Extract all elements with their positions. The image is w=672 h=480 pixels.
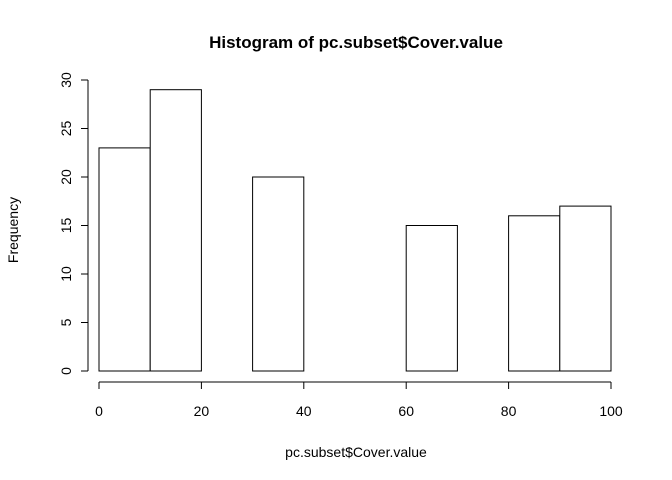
histogram-bar-8 <box>509 216 560 371</box>
histogram-bar-3 <box>253 177 304 371</box>
x-axis: 0 20 40 60 80 100 <box>95 382 623 419</box>
y-tick-label-2: 10 <box>58 266 74 282</box>
bars-group <box>99 90 611 371</box>
x-axis-label: pc.subset$Cover.value <box>285 444 427 460</box>
y-tick-label-3: 15 <box>58 218 74 234</box>
chart-title: Histogram of pc.subset$Cover.value <box>209 33 503 52</box>
histogram-bar-1 <box>150 90 201 371</box>
y-tick-label-4: 20 <box>58 169 74 185</box>
histogram-bar-6 <box>406 226 457 372</box>
x-tick-label-2: 40 <box>296 403 312 419</box>
y-tick-label-6: 30 <box>58 72 74 88</box>
y-tick-label-5: 25 <box>58 121 74 137</box>
x-tick-label-3: 60 <box>398 403 414 419</box>
x-tick-label-0: 0 <box>95 403 103 419</box>
x-tick-label-4: 80 <box>501 403 517 419</box>
histogram-bar-9 <box>560 206 611 371</box>
y-axis: 0 5 10 15 20 25 30 <box>58 72 88 375</box>
histogram-bar-0 <box>99 148 150 371</box>
y-tick-label-1: 5 <box>58 318 74 326</box>
x-tick-label-5: 100 <box>599 403 623 419</box>
y-axis-label: Frequency <box>5 197 21 263</box>
y-tick-label-0: 0 <box>58 367 74 375</box>
x-tick-label-1: 20 <box>194 403 210 419</box>
